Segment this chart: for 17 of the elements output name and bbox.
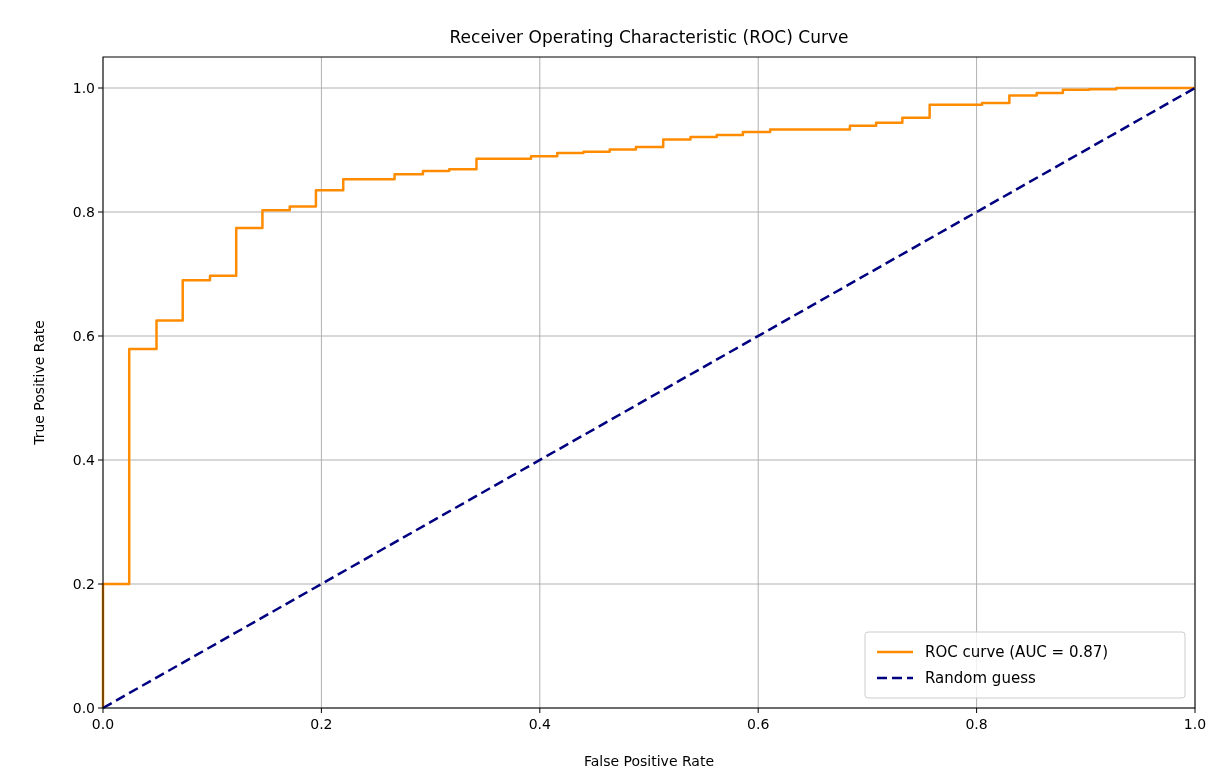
y-tick-label: 0.6 bbox=[72, 327, 96, 344]
y-tick-label: 0.0 bbox=[72, 699, 95, 716]
x-tick-label: 0.0 bbox=[91, 716, 115, 732]
y-tick-label: 0.4 bbox=[72, 451, 96, 468]
x-tick-label: 1.0 bbox=[1183, 716, 1207, 732]
chart-title: Receiver Operating Characteristic (ROC) Curve bbox=[449, 27, 849, 47]
x-tick-label: 0.8 bbox=[965, 716, 988, 732]
x-tick-label: 0.4 bbox=[528, 716, 552, 732]
x-tick-label: 0.6 bbox=[747, 716, 770, 732]
y-axis-title: True Positive Rate bbox=[31, 320, 47, 446]
y-tick-label: 0.2 bbox=[72, 575, 95, 592]
y-tick-label: 1.0 bbox=[72, 79, 95, 96]
legend-label: Random guess bbox=[925, 669, 1036, 688]
x-tick-label: 0.2 bbox=[310, 716, 333, 732]
legend-label: ROC curve (AUC = 0.87) bbox=[925, 643, 1109, 662]
x-axis-title: False Positive Rate bbox=[583, 753, 715, 769]
y-tick-label: 0.8 bbox=[72, 203, 95, 220]
